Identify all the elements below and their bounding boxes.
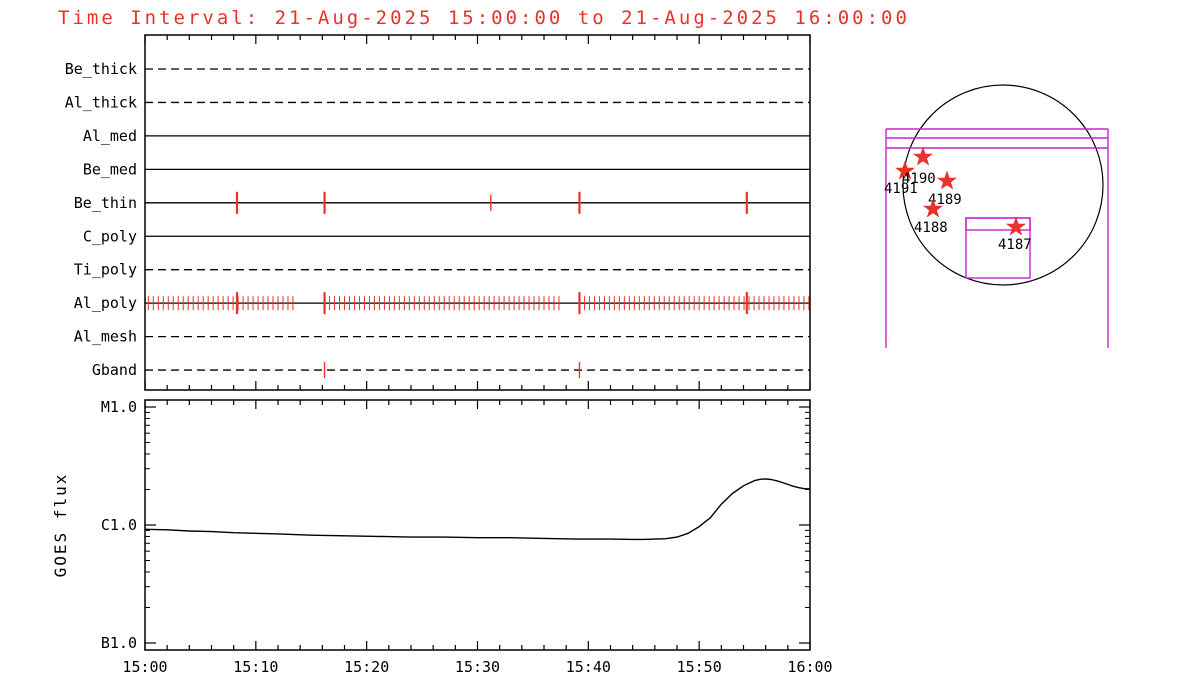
active-region-label: 4187	[998, 237, 1032, 253]
x-tick-label: 15:30	[455, 658, 500, 676]
row-label-Ti_poly: Ti_poly	[74, 261, 137, 279]
row-label-C_poly: C_poly	[83, 227, 137, 245]
goes-border	[144, 399, 811, 651]
y-tick-label: C1.0	[101, 516, 137, 534]
row-label-Al_med: Al_med	[83, 127, 137, 145]
row-label-Al_mesh: Al_mesh	[74, 328, 137, 346]
active-region-label: 4190	[902, 171, 936, 187]
x-tick-label: 15:40	[566, 658, 611, 676]
active-region-star	[912, 146, 934, 166]
row-label-Al_poly: Al_poly	[74, 294, 137, 312]
active-region-star	[922, 198, 944, 218]
active-region-star	[936, 170, 958, 190]
active-region-label: 4188	[914, 220, 948, 236]
active-region-star	[894, 160, 916, 180]
active-region-label: 4189	[928, 192, 962, 208]
x-tick-label: 15:50	[677, 658, 722, 676]
goes-ylabel: GOES flux	[51, 473, 70, 578]
x-tick-label: 15:00	[122, 658, 167, 676]
sun-disk	[902, 84, 1104, 286]
timeline-panel: Be_thick Al_thick Al_med Be_med Be_thin C_pol…	[65, 34, 811, 391]
row-label-Be_thick: Be_thick	[65, 60, 137, 78]
page-title: Time Interval: 21-Aug-2025 15:00:00 to 2…	[58, 7, 910, 29]
fov-box	[965, 217, 1031, 231]
x-tick-label: 15:10	[233, 658, 278, 676]
goes-curve	[144, 478, 811, 541]
row-label-Al_thick: Al_thick	[65, 93, 137, 111]
row-label-Gband: Gband	[92, 361, 137, 379]
row-label-Be_med: Be_med	[83, 160, 137, 178]
goes-panel: M1.0 C1.0 B1.0 GOES flux 15:00 15:10 15:20 15:3…	[51, 398, 833, 676]
timeline-border	[144, 34, 811, 391]
x-tick-label: 16:00	[787, 658, 832, 676]
y-tick-label: B1.0	[101, 634, 137, 652]
active-region-label: 4191	[884, 181, 918, 197]
row-label-Be_thin: Be_thin	[74, 194, 137, 212]
y-tick-label: M1.0	[101, 398, 137, 416]
active-region-star	[1005, 216, 1027, 236]
x-tick-label: 15:20	[344, 658, 389, 676]
